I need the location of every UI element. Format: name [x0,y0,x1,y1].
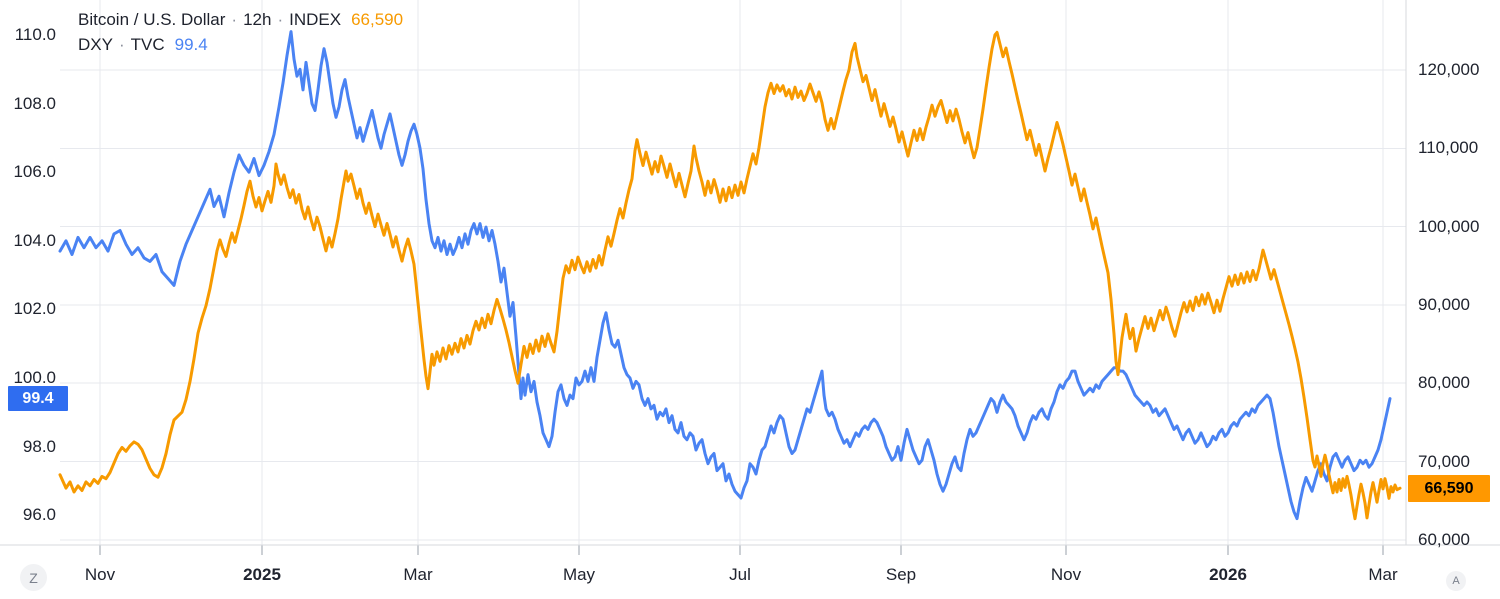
dxy-line-series[interactable] [58,30,1392,521]
legend-separator: · [118,35,125,54]
auto-scale-button[interactable]: A [1446,571,1466,591]
dxy-price-badge: 99.4 [8,386,68,411]
legend-btc-symbol: Bitcoin / U.S. Dollar [78,10,226,29]
legend-dxy-exchange: TVC [130,35,165,54]
legend-row-dxy[interactable]: DXY · TVC 99.4 [78,32,403,57]
btc-price-badge: 66,590 [1408,475,1490,502]
legend-btc-last-price: 66,590 [351,10,404,29]
legend-row-btc[interactable]: Bitcoin / U.S. Dollar · 12h · INDEX 66,590 [78,7,403,32]
legend-btc-exchange: INDEX [289,10,342,29]
legend: Bitcoin / U.S. Dollar · 12h · INDEX 66,590 DX… [78,7,403,57]
legend-dxy-last-price: 99.4 [174,35,208,54]
timezone-button[interactable]: Z [20,564,47,591]
btc-line-series[interactable] [58,30,1402,521]
legend-separator: · [277,10,284,29]
legend-separator: · [231,10,238,29]
legend-btc-interval: 12h [243,10,272,29]
legend-dxy-symbol: DXY [78,35,113,54]
